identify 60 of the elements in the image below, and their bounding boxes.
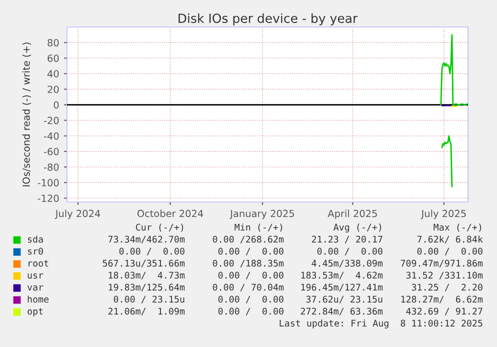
x-tick-label: July 2025 [420, 210, 466, 220]
y-tick-label: -100 [38, 179, 59, 186]
text: 0.00 / 0.00 [218, 272, 284, 280]
text: 272.84m/ 63.36m [300, 308, 383, 316]
text: 21.06m/ 1.09m [108, 308, 185, 316]
text: Cur (-/+) [136, 224, 184, 232]
text: 0.00 / 0.00 [218, 248, 284, 256]
text: 0.00 /188.35m [212, 260, 284, 268]
legend-label: opt [28, 308, 43, 316]
legend-label: var [27, 285, 44, 291]
legend-label: usr [28, 273, 44, 279]
text: 21.23 / 20.17 [312, 236, 382, 244]
x-tick-label: January 2025 [230, 210, 294, 220]
text: Last update: Fri Aug 8 11:00:12 2025 [280, 320, 482, 328]
line-series [440, 34, 468, 106]
legend-label: home [28, 296, 49, 303]
y-tick-label: 60 [48, 54, 59, 62]
y-tick-label: 0 [54, 101, 59, 109]
text: 0.00 / 23.15u [114, 296, 184, 304]
x-tick-label: April 2025 [328, 210, 377, 220]
text: 0.00 / 0.00 [317, 248, 382, 256]
text: Avg (-/+) [334, 224, 382, 232]
y-tick-label: -80 [44, 163, 59, 171]
text: 128.27m/ 6.62m [401, 296, 483, 304]
text: 0.00 /268.62m [212, 236, 284, 244]
text: 31.25 / 2.20 [412, 284, 482, 292]
legend-label: sda [28, 236, 43, 243]
legend-label: root [28, 260, 48, 267]
text: 18.03m/ 4.73m [108, 272, 185, 280]
text: Max (-/+) [434, 224, 482, 232]
text: 0.00 / 0.00 [417, 248, 482, 256]
text: 709.47m/971.86m [400, 260, 483, 268]
x-tick-label: October 2024 [137, 210, 204, 218]
text: 0.00 / 0.00 [218, 308, 284, 316]
text: 4.45m/338.09m [312, 260, 383, 268]
y-tick-label: -120 [38, 194, 59, 202]
text: 19.83m/125.64m [108, 284, 185, 292]
text: 0.00 / 0.00 [119, 248, 184, 256]
y-tick-label: 40 [47, 70, 59, 78]
text: 196.45m/127.41m [301, 284, 383, 292]
text: Min (-/+) [234, 224, 282, 232]
y-tick-label: -20 [44, 116, 59, 124]
line-series [441, 135, 453, 188]
text: 0.00 / 70.04m [212, 284, 284, 292]
text: 567.13u/351.66m [102, 260, 185, 268]
text: 7.62k/ 6.84k [417, 236, 483, 244]
text: 73.34m/462.70m [108, 236, 185, 244]
text: 37.62u/ 23.15u [306, 296, 382, 304]
y-tick-label: 20 [48, 86, 59, 94]
y-tick-label: 80 [48, 39, 59, 46]
y-tick-label: -40 [44, 132, 59, 140]
text: 432.69 / 91.27 [406, 308, 482, 316]
text: 0.00 / 0.00 [218, 296, 284, 304]
chart-title: Disk IOs per device - by year [178, 13, 358, 26]
x-tick-label: July 2024 [54, 210, 100, 220]
legend-label: sr0 [28, 248, 43, 255]
y-axis-title: IOs/second read (-) / write (+) [22, 42, 31, 186]
text: 31.52 /331.10m [406, 272, 483, 280]
y-tick-label: -60 [44, 148, 59, 156]
text: 183.53m/ 4.62m [301, 272, 383, 280]
